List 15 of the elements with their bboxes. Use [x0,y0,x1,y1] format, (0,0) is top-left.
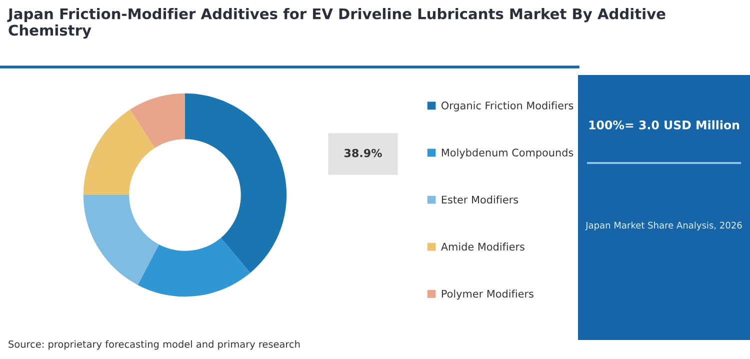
text: 100%= 3.0 USD Million [589,120,740,130]
legend-label: Molybdenum Compounds [442,148,574,159]
source-note: Source: proprietary forecasting model and primary research [8,340,300,350]
donut-slice [185,93,287,273]
donut-slice [130,93,185,148]
donut-slice [83,195,160,285]
legend-label: Polymer Modifiers [442,290,534,300]
legend-label: Organic Friction Modifiers [442,101,574,112]
donut-slice [83,110,155,195]
legend-label: Amide Modifiers [441,242,524,251]
text: Japan Market Share Analysis, 2026 [585,222,742,230]
data-label: 38.9% [344,148,382,158]
donut-slice [138,238,250,297]
chart-title: Japan Friction-Modifier Additives for EV Driveline Lubricants Market By Additive Chemistry [7,8,666,39]
legend-label: Ester Modifiers [442,195,518,204]
